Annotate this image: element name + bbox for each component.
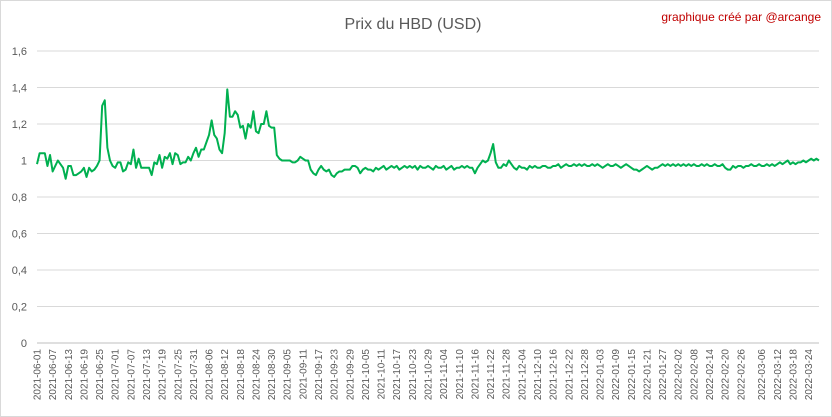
y-tick-label: 1: [21, 156, 27, 168]
series-line-0: [36, 88, 820, 180]
x-tick-label: 2022-02-20: [721, 349, 732, 401]
x-tick-label: 2021-12-10: [533, 349, 544, 401]
x-tick-label: 2021-09-29: [345, 349, 356, 401]
x-tick-label: 2021-11-10: [455, 349, 466, 400]
x-tick-label: 2022-02-26: [736, 349, 747, 401]
x-tick-label: 2021-06-19: [79, 349, 90, 401]
x-tick-label: 2021-09-11: [298, 349, 309, 400]
x-tick-label: 2021-07-07: [126, 349, 137, 401]
chart-title: Prix du HBD (USD): [345, 16, 482, 33]
chart-credit-annotation: graphique créé par @arcange: [661, 10, 821, 24]
y-tick-label: 0,6: [12, 229, 27, 241]
x-tick-label: 2022-01-03: [596, 349, 607, 401]
y-tick-label: 0,8: [12, 192, 27, 204]
x-tick-label: 2021-07-13: [142, 349, 153, 401]
y-axis-ticks: 0 0,2 0,4 0,6 0,8 1 1,2 1,4 1,6: [12, 46, 27, 350]
x-tick-label: 2021-09-05: [283, 349, 294, 401]
y-tick-label: 0,4: [12, 265, 27, 277]
x-tick-label: 2021-11-16: [470, 349, 481, 400]
y-tick-label: 0,2: [12, 302, 27, 314]
x-tick-label: 2021-06-13: [64, 349, 75, 401]
x-tick-label: 2021-11-04: [439, 349, 450, 400]
y-tick-label: 1,6: [12, 46, 27, 58]
x-tick-label: 2021-10-05: [361, 349, 372, 401]
x-tick-label: 2022-03-06: [757, 349, 768, 401]
x-tick-label: 2021-07-31: [189, 349, 200, 401]
x-tick-label: 2021-06-01: [33, 349, 44, 401]
x-tick-label: 2021-10-17: [392, 349, 403, 401]
x-tick-label: 2022-01-27: [658, 349, 669, 401]
x-tick-label: 2021-08-24: [251, 349, 262, 401]
x-tick-label: 2022-02-02: [674, 349, 685, 401]
x-tick-label: 2021-11-22: [486, 349, 497, 400]
x-tick-label: 2021-07-19: [158, 349, 169, 401]
x-tick-label: 2022-02-08: [689, 349, 700, 401]
x-tick-label: 2021-08-06: [205, 349, 216, 401]
x-tick-label: 2021-10-29: [424, 349, 435, 401]
x-tick-label: 2022-03-24: [804, 349, 815, 401]
series-layer: [36, 88, 820, 180]
x-tick-label: 2021-08-12: [220, 349, 231, 401]
x-tick-label: 2021-08-30: [267, 349, 278, 401]
y-tick-label: 1,4: [12, 83, 27, 95]
y-tick-label: 0: [21, 338, 27, 350]
x-tick-label: 2022-01-09: [611, 349, 622, 401]
x-tick-label: 2021-12-04: [517, 349, 528, 401]
x-tick-label: 2021-07-01: [111, 349, 122, 401]
x-tick-label: 2021-09-17: [314, 349, 325, 401]
x-tick-label: 2022-01-15: [627, 349, 638, 401]
x-tick-label: 2021-11-28: [502, 349, 513, 400]
x-tick-label: 2021-10-23: [408, 349, 419, 401]
x-tick-label: 2022-03-18: [788, 349, 799, 401]
x-tick-label: 2021-10-11: [377, 349, 388, 400]
x-tick-label: 2021-06-25: [95, 349, 106, 401]
x-tick-label: 2021-12-28: [580, 349, 591, 401]
x-tick-label: 2021-12-16: [549, 349, 560, 401]
x-tick-label: 2022-01-21: [642, 349, 653, 401]
x-tick-label: 2022-02-14: [705, 349, 716, 401]
x-tick-label: 2021-08-18: [236, 349, 247, 401]
x-tick-label: 2021-06-07: [48, 349, 59, 401]
x-tick-label: 2021-09-23: [330, 349, 341, 401]
x-tick-label: 2021-07-25: [173, 349, 184, 401]
gridlines: [37, 50, 819, 344]
x-axis-ticks: 2021-06-01 2021-06-07 2021-06-13 2021-06-19…: [33, 349, 816, 401]
y-tick-label: 1,2: [12, 119, 27, 131]
x-tick-label: 2021-12-22: [564, 349, 575, 401]
x-tick-label: 2022-03-12: [773, 349, 784, 401]
